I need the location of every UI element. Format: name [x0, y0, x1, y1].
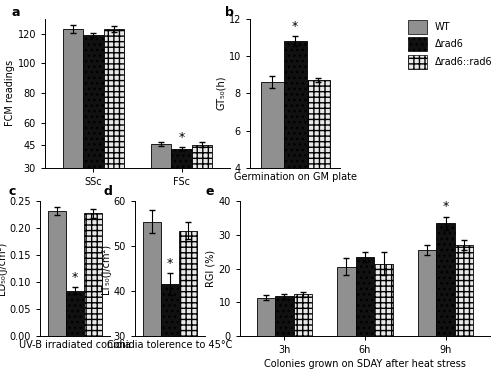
Bar — [294, 294, 312, 336]
Bar — [104, 29, 124, 168]
Text: a: a — [12, 6, 20, 19]
Y-axis label: FCM readings: FCM readings — [4, 60, 15, 126]
Bar — [455, 245, 473, 336]
Text: *: * — [442, 200, 449, 213]
Text: c: c — [8, 185, 16, 198]
Bar — [48, 211, 66, 336]
Y-axis label: LD₅₀(J/cm²): LD₅₀(J/cm²) — [0, 242, 6, 295]
Bar — [306, 80, 330, 168]
Bar — [172, 149, 192, 168]
Bar — [356, 257, 374, 336]
Bar — [275, 297, 293, 336]
X-axis label: Conidia tolerence to 45°C: Conidia tolerence to 45°C — [108, 340, 232, 350]
Text: b: b — [225, 6, 234, 19]
Bar — [63, 29, 84, 168]
Y-axis label: RGI (%): RGI (%) — [206, 250, 216, 287]
Bar — [284, 41, 306, 168]
Bar — [143, 222, 161, 336]
Bar — [179, 231, 197, 336]
X-axis label: UV-B irradiated conidia: UV-B irradiated conidia — [19, 340, 131, 350]
X-axis label: Germination on GM plate: Germination on GM plate — [234, 172, 356, 182]
Text: e: e — [205, 185, 214, 198]
Bar — [260, 82, 283, 168]
Text: *: * — [72, 271, 78, 284]
Text: *: * — [292, 20, 298, 32]
Bar — [418, 250, 436, 336]
Bar — [66, 291, 84, 336]
Bar — [161, 284, 179, 336]
Text: *: * — [167, 257, 173, 270]
Bar — [337, 267, 355, 336]
Bar — [84, 35, 103, 168]
Y-axis label: LT₅₀(J/cm²): LT₅₀(J/cm²) — [101, 244, 111, 294]
Bar — [436, 223, 455, 336]
Text: *: * — [178, 131, 184, 144]
Bar — [151, 144, 172, 168]
Legend: WT, Δrad6, Δrad6::rad6: WT, Δrad6, Δrad6::rad6 — [408, 20, 492, 69]
Bar — [256, 298, 275, 336]
Text: d: d — [104, 185, 112, 198]
Bar — [192, 145, 212, 168]
Bar — [374, 263, 393, 336]
Y-axis label: GT₅₀(h): GT₅₀(h) — [216, 76, 226, 110]
X-axis label: Colonies grown on SDAY after heat stress: Colonies grown on SDAY after heat stress — [264, 359, 466, 369]
Bar — [84, 213, 102, 336]
